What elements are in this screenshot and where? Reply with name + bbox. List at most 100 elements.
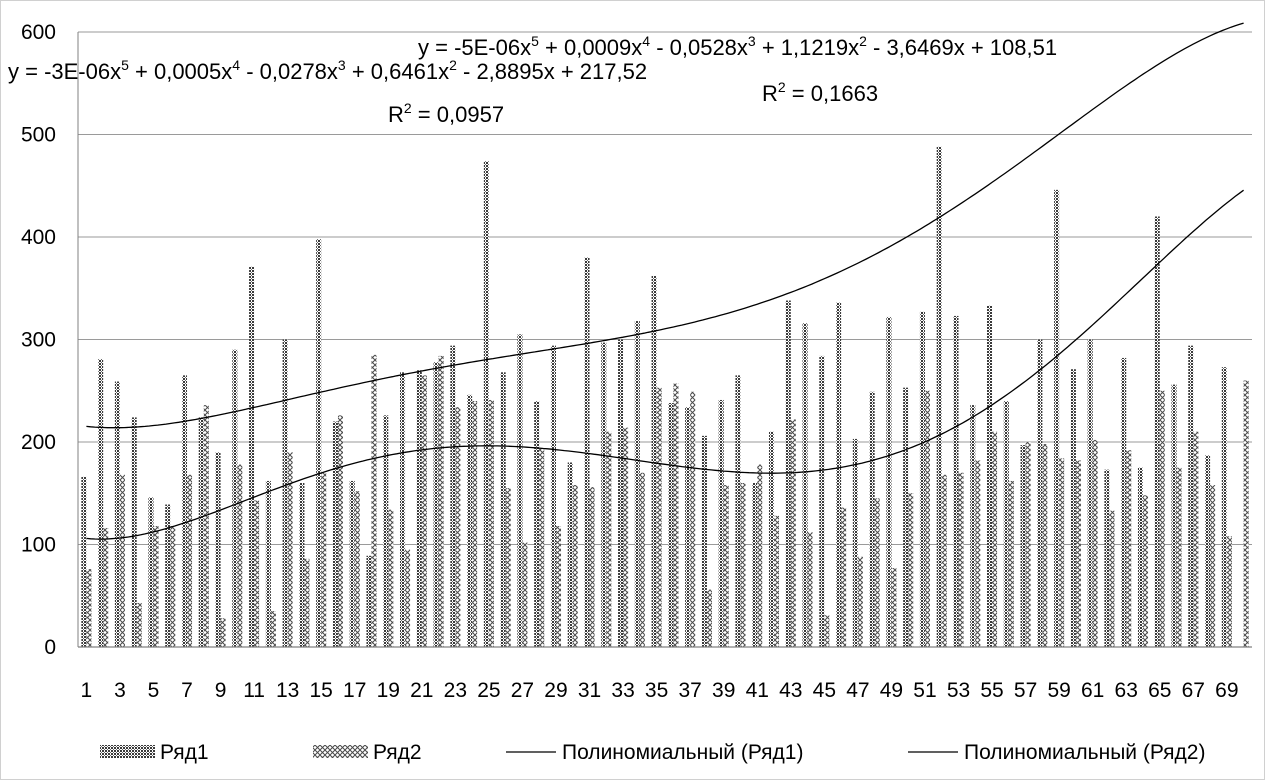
bar-series-1 [1154, 216, 1160, 647]
bar-series-2 [103, 528, 109, 647]
bar-series-1 [785, 300, 791, 647]
y-axis: 0 100 200 300 400 500 600 [21, 21, 56, 659]
x-tick-label: 29 [544, 679, 567, 702]
bar-series-1 [98, 358, 104, 647]
bar-series-1 [685, 407, 691, 647]
bar-series-2 [405, 549, 411, 647]
x-axis [77, 32, 1252, 648]
bar-series-2 [136, 602, 142, 647]
bar-series-1 [1205, 455, 1211, 647]
bar-series-1 [1054, 189, 1060, 647]
bar-series-2 [170, 526, 176, 647]
bar-series-1 [467, 394, 473, 647]
y-tick-label: 500 [21, 124, 56, 147]
x-tick-label: 27 [511, 679, 534, 702]
bar-series-1 [81, 476, 87, 647]
legend-item: Полиномиальный (Ряд2) [908, 741, 1205, 764]
bar-series-2 [522, 542, 528, 647]
bar-series-1 [735, 375, 741, 647]
bar-series-1 [701, 435, 707, 647]
bar-series-2 [790, 419, 796, 647]
bar-series-2 [841, 507, 847, 647]
bar-series-2 [924, 390, 930, 647]
trendline-1-r2: R2 = 0,0957 [388, 100, 504, 127]
trendline-2-equation: y = -5E-06x5 + 0,0009x4 - 0,0528x3 + 1,1… [418, 33, 1057, 60]
bar-series-1 [1037, 339, 1043, 647]
bar-series-1 [181, 375, 188, 647]
bar-series-1 [752, 483, 758, 647]
bar-series-1 [316, 239, 322, 648]
x-tick-label: 43 [779, 679, 802, 702]
bar-series-1 [601, 342, 607, 647]
trendlines [86, 22, 1244, 540]
bar-series-2 [757, 464, 763, 647]
bar-series-1 [852, 438, 858, 647]
bar-series-1 [416, 370, 422, 647]
bar-series-2 [975, 460, 981, 647]
x-tick-label: 39 [712, 679, 735, 702]
x-tick-label: 51 [913, 679, 936, 702]
bar-series-1 [1020, 445, 1026, 647]
bar-series-2 [1075, 460, 1081, 647]
bar-series-2 [1243, 380, 1249, 647]
bar-series-2 [1025, 442, 1031, 647]
bar-series-1 [718, 399, 724, 647]
bar-series-2 [254, 500, 260, 647]
x-tick-label: 45 [813, 679, 836, 702]
bar-series-2 [539, 448, 545, 647]
bar-series-1 [836, 302, 842, 647]
bar-series-2 [455, 407, 461, 647]
x-tick-label: 37 [678, 679, 701, 702]
bar-series-1 [282, 339, 288, 647]
bar-series-2 [824, 615, 830, 647]
bar-series-1 [1137, 467, 1143, 647]
x-tick-label: 41 [746, 679, 769, 702]
bar-series-2 [438, 355, 444, 647]
bar-series-2 [555, 526, 562, 647]
bar-series-1 [919, 311, 925, 647]
bar-series-2 [958, 472, 964, 647]
bar-series-2 [690, 391, 696, 647]
x-tick-label: 5 [148, 679, 160, 702]
legend-swatch [313, 745, 368, 758]
bar-series-2 [807, 532, 813, 647]
bar-series-1 [768, 431, 775, 647]
x-tick-label: 7 [181, 679, 193, 702]
bar-series-2 [187, 474, 193, 647]
bar-series-2 [119, 474, 125, 647]
bar-series-1 [987, 305, 993, 647]
bar-series-2 [723, 485, 729, 647]
bar-series-2 [891, 568, 897, 647]
bar-series-2 [740, 483, 746, 647]
bar-series-2 [1008, 480, 1014, 647]
bar-series-1 [483, 161, 489, 647]
bar-series-2 [1059, 458, 1065, 647]
bar-series-1 [433, 362, 439, 647]
bar-series-2 [874, 498, 880, 647]
bar-series-2 [1159, 390, 1165, 647]
bar-series-2 [220, 618, 226, 647]
bar-series-2 [606, 431, 612, 647]
bar-series-1 [517, 334, 523, 647]
trendline-1-equation: y = -3E-06x5 + 0,0005x4 - 0,0278x3 + 0,6… [8, 57, 647, 84]
bar-series-1 [936, 146, 942, 648]
bar-series-1 [550, 345, 556, 647]
bar-series-1 [886, 316, 892, 647]
bar-series-2 [1109, 510, 1115, 647]
bar-series-2 [623, 427, 629, 647]
bar-series-1 [131, 417, 137, 647]
bar-series-2 [337, 415, 343, 647]
x-tick-label: 65 [1148, 679, 1171, 702]
bar-series-2 [639, 472, 645, 647]
bar-series-2 [774, 515, 780, 647]
bar-series-2 [857, 556, 863, 647]
x-tick-label: 9 [215, 679, 227, 702]
bar-series-1 [215, 452, 221, 647]
legend-item: Ряд1 [100, 741, 209, 764]
bar-series-2 [153, 526, 159, 647]
x-tick-label: 15 [310, 679, 333, 702]
bar-series-2 [908, 493, 914, 647]
